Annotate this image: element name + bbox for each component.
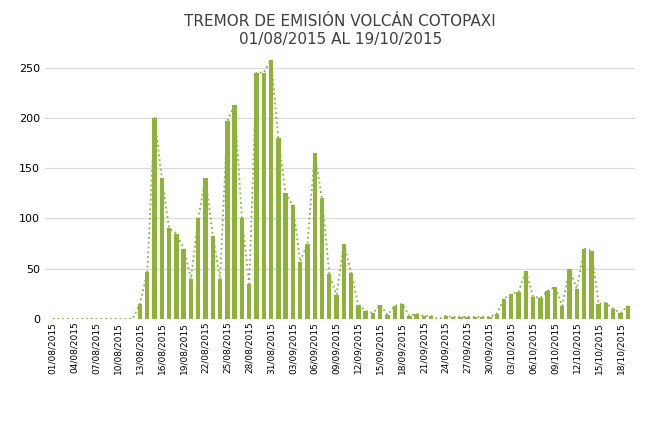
Bar xyxy=(225,121,229,319)
Bar xyxy=(291,206,295,319)
Bar xyxy=(298,262,303,319)
Bar xyxy=(582,249,586,319)
Bar xyxy=(327,274,332,319)
Bar xyxy=(553,287,557,319)
Bar xyxy=(181,249,186,319)
Bar xyxy=(305,244,310,319)
Bar xyxy=(502,299,506,319)
Bar xyxy=(422,316,426,319)
Bar xyxy=(276,138,281,319)
Title: TREMOR DE EMISIÓN VOLCÁN COTOPAXI
01/08/2015 AL 19/10/2015: TREMOR DE EMISIÓN VOLCÁN COTOPAXI 01/08/… xyxy=(184,14,496,47)
Bar xyxy=(458,317,463,319)
Bar xyxy=(312,153,317,319)
Bar xyxy=(546,291,550,319)
Bar xyxy=(415,314,419,319)
Bar xyxy=(218,279,222,319)
Bar xyxy=(494,314,499,319)
Bar xyxy=(480,317,484,319)
Bar xyxy=(400,304,404,319)
Bar xyxy=(371,313,375,319)
Bar xyxy=(524,271,528,319)
Bar xyxy=(196,218,200,319)
Bar xyxy=(451,317,456,319)
Bar xyxy=(283,193,288,319)
Bar xyxy=(138,304,142,319)
Bar xyxy=(152,118,157,319)
Bar xyxy=(604,303,608,319)
Bar xyxy=(356,305,360,319)
Bar xyxy=(560,306,564,319)
Bar xyxy=(618,313,623,319)
Bar xyxy=(472,317,477,319)
Bar xyxy=(189,279,193,319)
Bar xyxy=(516,292,521,319)
Bar xyxy=(509,294,513,319)
Bar xyxy=(596,304,601,319)
Bar xyxy=(320,198,324,319)
Bar xyxy=(254,73,259,319)
Bar xyxy=(538,298,542,319)
Bar xyxy=(568,269,572,319)
Bar xyxy=(167,229,171,319)
Bar xyxy=(211,236,215,319)
Bar xyxy=(487,317,492,319)
Bar xyxy=(159,178,164,319)
Bar xyxy=(407,316,411,319)
Bar xyxy=(341,244,346,319)
Bar xyxy=(240,218,244,319)
Bar xyxy=(444,316,448,319)
Bar xyxy=(145,272,150,319)
Bar xyxy=(334,295,339,319)
Bar xyxy=(531,297,535,319)
Bar xyxy=(378,305,382,319)
Bar xyxy=(262,73,266,319)
Bar xyxy=(611,309,616,319)
Bar xyxy=(465,317,470,319)
Bar xyxy=(233,105,237,319)
Bar xyxy=(589,251,594,319)
Bar xyxy=(203,178,208,319)
Bar xyxy=(269,60,273,319)
Bar xyxy=(349,273,353,319)
Bar xyxy=(174,233,179,319)
Bar xyxy=(364,311,368,319)
Bar xyxy=(429,316,434,319)
Bar xyxy=(393,306,397,319)
Bar xyxy=(575,289,579,319)
Bar xyxy=(625,306,630,319)
Bar xyxy=(386,315,389,319)
Bar xyxy=(247,284,251,319)
